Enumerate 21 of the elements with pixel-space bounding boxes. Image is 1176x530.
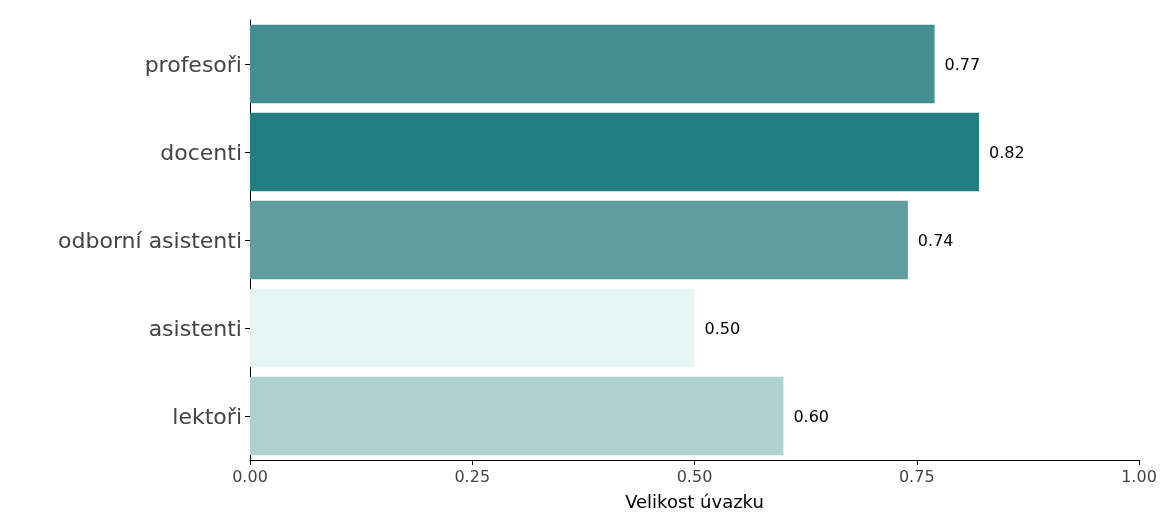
- x-axis-title: Velikost úvazku: [625, 490, 764, 512]
- y-tick-label: lektoři: [172, 403, 242, 429]
- bar: [250, 112, 979, 192]
- x-tick-label: 0.75: [898, 466, 935, 486]
- bar: [250, 200, 908, 280]
- data-label: 0.74: [917, 230, 954, 250]
- bar: [250, 288, 695, 368]
- bar: [250, 376, 784, 456]
- data-label: 0.82: [988, 142, 1025, 162]
- data-label: 0.60: [793, 406, 830, 426]
- y-tick-label: profesoři: [144, 51, 242, 77]
- x-tick-label: 0.50: [676, 466, 713, 486]
- x-tick-label: 0.00: [232, 466, 268, 486]
- y-tick-label: docenti: [160, 139, 242, 165]
- data-label: 0.50: [704, 318, 741, 338]
- y-tick-label: odborní asistenti: [58, 227, 242, 253]
- x-tick-label: 0.25: [454, 466, 491, 486]
- data-label: 0.77: [944, 54, 981, 74]
- y-tick-label: asistenti: [148, 315, 242, 341]
- bar: [250, 24, 935, 104]
- x-tick-label: 1.00: [1121, 466, 1157, 486]
